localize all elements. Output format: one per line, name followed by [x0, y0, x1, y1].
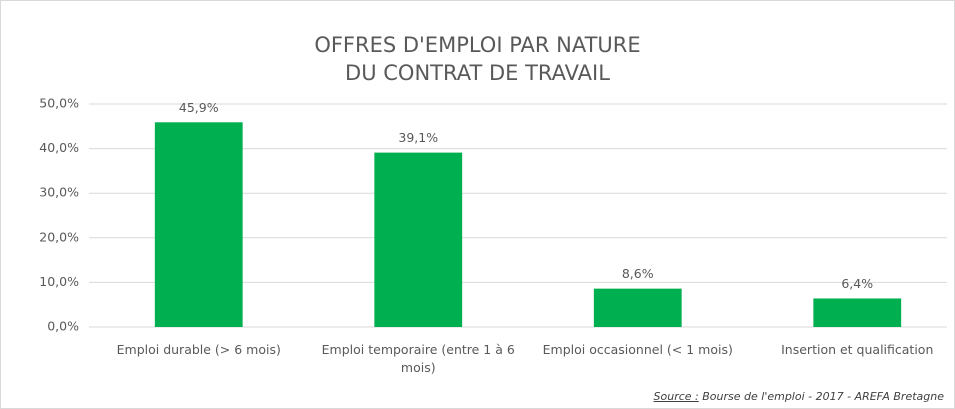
y-tick-label: 0,0%: [47, 319, 79, 334]
y-tick-label: 50,0%: [39, 96, 79, 111]
bar: [374, 152, 463, 327]
y-tick-label: 40,0%: [39, 140, 79, 155]
data-label: 39,1%: [398, 130, 438, 145]
source-text: Bourse de l'emploi - 2017 - AREFA Bretag…: [698, 390, 944, 403]
y-tick-label: 20,0%: [39, 229, 79, 244]
x-tick-label: Insertion et qualification: [781, 342, 934, 357]
chart-title: OFFRES D'EMPLOI PAR NATURE DU CONTRAT DE…: [314, 33, 641, 85]
y-tick-label: 30,0%: [39, 185, 79, 200]
y-tick-label: 10,0%: [39, 274, 79, 289]
x-tick-label: Emploi occasionnel (< 1 mois): [542, 342, 733, 357]
data-label: 8,6%: [622, 266, 654, 281]
bar: [154, 122, 243, 327]
x-tick-label: Emploi temporaire (entre 1 à 6 mois): [321, 342, 515, 375]
source-note: Source : Bourse de l'emploi - 2017 - ARE…: [654, 390, 944, 403]
data-label: 6,4%: [841, 276, 873, 291]
bar: [813, 298, 902, 327]
data-label: 45,9%: [179, 100, 219, 115]
x-tick-label: Emploi durable (> 6 mois): [116, 342, 281, 357]
source-label: Source :: [653, 390, 699, 403]
bar: [593, 288, 682, 327]
